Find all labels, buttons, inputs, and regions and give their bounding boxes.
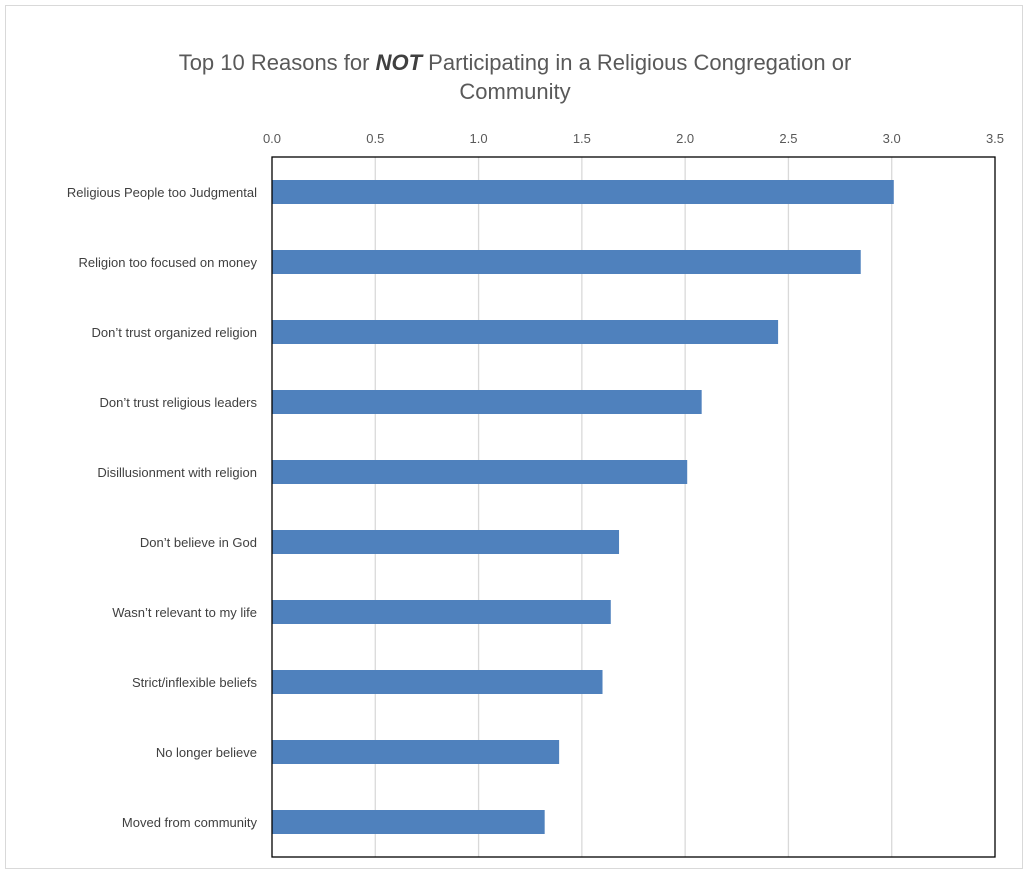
category-label: Don’t trust religious leaders: [99, 395, 257, 410]
bar: [272, 390, 702, 414]
chart-title-part-3: Community: [459, 79, 571, 104]
category-label: Moved from community: [122, 815, 258, 830]
category-label: Strict/inflexible beliefs: [132, 675, 257, 690]
bars: [272, 180, 894, 834]
x-tick-label: 3.0: [883, 131, 901, 146]
x-tick-label: 2.5: [779, 131, 797, 146]
plot-border: [271, 156, 996, 858]
plot-frame: [271, 156, 996, 858]
x-tick-label: 0.5: [366, 131, 384, 146]
bar: [272, 740, 560, 764]
x-tick-label: 3.5: [986, 131, 1004, 146]
bar: [272, 530, 620, 554]
chart-title-part-2: Participating in a Religious Congregatio…: [422, 50, 852, 75]
category-label: Don’t believe in God: [140, 535, 257, 550]
category-label: Wasn’t relevant to my life: [112, 605, 257, 620]
category-label: No longer believe: [156, 745, 257, 760]
chart-title-part-1: Top 10 Reasons for: [178, 50, 376, 75]
category-label: Don’t trust organized religion: [92, 325, 257, 340]
chart-title: Top 10 Reasons for NOT Participating in …: [6, 48, 1024, 106]
category-labels: Religious People too Judgmental Religion …: [67, 185, 258, 830]
x-tick-label: 0.0: [263, 131, 281, 146]
bar: [272, 320, 779, 344]
bar: [272, 670, 603, 694]
bar: [272, 460, 688, 484]
bar: [272, 180, 894, 204]
chart-area: Top 10 Reasons for NOT Participating in …: [5, 5, 1023, 869]
x-tick-label: 2.0: [676, 131, 694, 146]
category-label: Religious People too Judgmental: [67, 185, 257, 200]
x-tick-labels: 0.0 0.5 1.0 1.5 2.0 2.5 3.0 3.5: [263, 131, 1004, 146]
x-tick-label: 1.5: [573, 131, 591, 146]
chart-title-emphasis: NOT: [375, 50, 423, 75]
category-label: Disillusionment with religion: [97, 465, 257, 480]
bar: [272, 600, 611, 624]
bar: [272, 250, 861, 274]
x-tick-label: 1.0: [470, 131, 488, 146]
bar: [272, 810, 545, 834]
category-label: Religion too focused on money: [78, 255, 257, 270]
